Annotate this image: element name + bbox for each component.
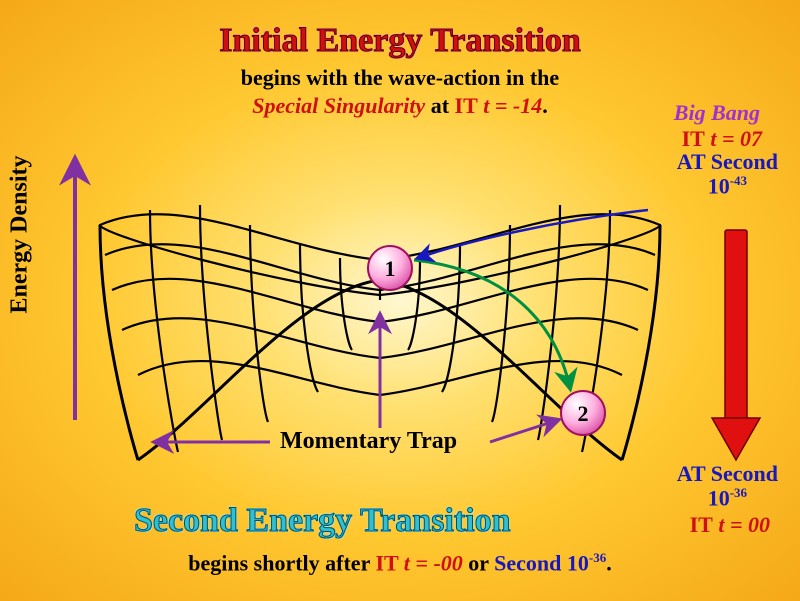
ball-1-label: 1	[385, 256, 396, 281]
ball-2-label: 2	[578, 401, 589, 426]
red-down-arrow	[712, 230, 760, 460]
blue-bigbang-arrow	[418, 210, 648, 258]
diagram-svg: 1 2	[0, 0, 800, 601]
trap-arrow-right	[490, 420, 558, 442]
